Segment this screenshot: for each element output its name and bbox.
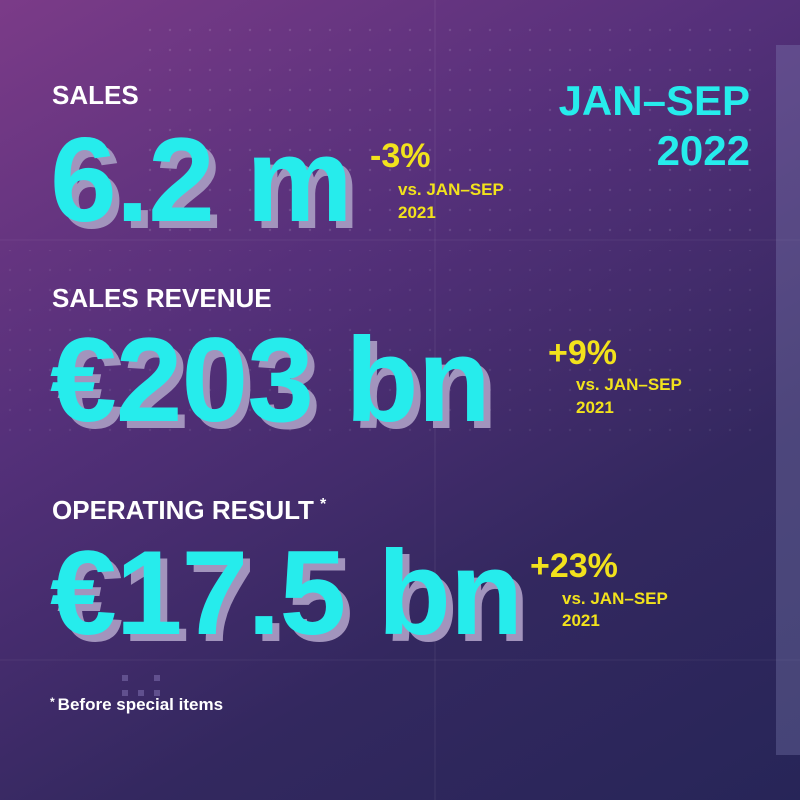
label-text: OPERATING RESULT: [52, 495, 314, 525]
comparison: 2021: [576, 398, 614, 417]
comparison: 2021: [398, 203, 436, 222]
comparison: vs. JAN–SEP: [576, 375, 682, 394]
period-line: 2022: [656, 127, 750, 174]
comparison: vs. JAN–SEP: [562, 589, 668, 608]
pixel-icon: [122, 675, 160, 696]
side-panel: [776, 45, 800, 755]
metric-value: €17.5 bn: [50, 526, 523, 660]
metric-change: +23%: [530, 547, 618, 585]
metric-change: -3%: [370, 137, 431, 175]
footnote-marker: *: [50, 695, 55, 709]
footnote: * Before special items: [50, 696, 223, 713]
metric-label: SALES REVENUE: [52, 283, 272, 313]
dot-grid: [140, 20, 760, 240]
comparison: vs. JAN–SEP: [398, 180, 504, 199]
footnote-text: Before special items: [57, 695, 224, 714]
period-line: JAN–SEP: [558, 77, 750, 124]
metric-value: €203 bn: [50, 313, 491, 447]
dot-grid: [0, 250, 760, 440]
metric-label: SALES: [52, 80, 139, 110]
metric-change: +9%: [548, 334, 617, 372]
metric-value: 6.2 m: [50, 113, 353, 247]
metric-label: OPERATING RESULT *: [52, 495, 327, 525]
footnote-marker: *: [319, 496, 327, 513]
comparison: 2021: [562, 611, 600, 630]
